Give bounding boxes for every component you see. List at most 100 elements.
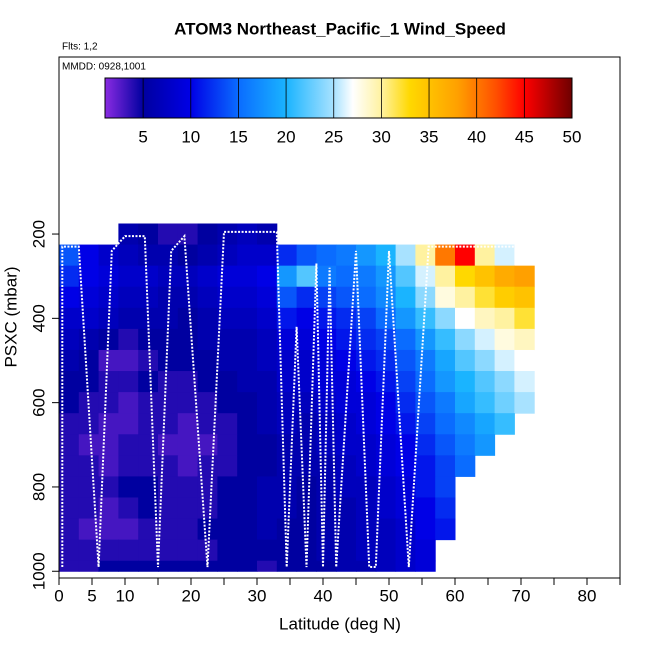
cell	[494, 392, 515, 414]
cell	[177, 371, 199, 393]
cell	[276, 371, 298, 393]
cell	[316, 244, 337, 267]
cell	[395, 328, 416, 351]
cell	[59, 265, 80, 288]
cell	[435, 455, 456, 477]
cell	[474, 286, 496, 309]
cell	[316, 307, 337, 330]
cell	[257, 307, 278, 330]
colorbar-tick-label: 20	[277, 127, 296, 146]
cell	[435, 265, 456, 288]
cell	[177, 434, 199, 456]
cell	[78, 392, 100, 414]
cell	[158, 371, 179, 393]
cell	[395, 244, 416, 267]
cell	[435, 476, 456, 498]
cell	[395, 392, 416, 414]
cell	[59, 392, 80, 414]
cell	[296, 434, 317, 456]
cell	[158, 497, 179, 520]
cell	[474, 434, 496, 456]
cell	[336, 328, 357, 351]
x-tick-label: 30	[248, 586, 267, 605]
cell	[197, 244, 218, 267]
cell	[296, 371, 317, 393]
cell	[59, 560, 80, 572]
cell	[158, 286, 179, 309]
cell	[356, 497, 377, 520]
cell	[158, 349, 179, 372]
cell	[59, 497, 80, 520]
cell	[415, 455, 436, 477]
cell	[375, 413, 397, 435]
cell	[118, 328, 139, 351]
cell	[197, 518, 218, 541]
cell	[59, 539, 80, 562]
cell	[316, 286, 337, 309]
cell	[138, 349, 159, 372]
cell	[375, 560, 397, 572]
cell	[296, 476, 317, 498]
colorbar-tick-label: 10	[181, 127, 200, 146]
cell	[118, 434, 139, 456]
cell	[257, 539, 278, 562]
cell	[257, 434, 278, 456]
cell	[78, 539, 100, 562]
cell	[336, 307, 357, 330]
cell	[78, 455, 100, 477]
cell	[257, 349, 278, 372]
cell	[78, 476, 100, 498]
cell	[356, 286, 377, 309]
cell	[375, 244, 397, 267]
cell	[276, 455, 298, 477]
cell	[395, 307, 416, 330]
cell	[276, 265, 298, 288]
y-tick-label: 600	[29, 388, 48, 416]
cell	[98, 307, 119, 330]
cell	[158, 518, 179, 541]
cell	[78, 371, 100, 393]
cell	[217, 518, 238, 541]
cell	[336, 413, 357, 435]
cell	[395, 349, 416, 372]
cell	[474, 244, 496, 267]
cell	[296, 392, 317, 414]
cell	[435, 497, 456, 520]
cell	[217, 265, 238, 288]
cell	[316, 413, 337, 435]
cell	[177, 392, 199, 414]
cell	[395, 560, 416, 572]
cell	[177, 223, 199, 246]
cell	[237, 476, 258, 498]
cell	[514, 349, 535, 372]
cell	[395, 434, 416, 456]
cell	[375, 539, 397, 562]
cell	[138, 518, 159, 541]
x-tick-label: 0	[54, 586, 63, 605]
cell	[336, 244, 357, 267]
x-axis-label: Latitude (deg N)	[279, 614, 401, 633]
cell	[435, 371, 456, 393]
cell	[375, 371, 397, 393]
cell	[296, 328, 317, 351]
cell	[98, 539, 119, 562]
cell	[118, 413, 139, 435]
cell	[415, 328, 436, 351]
cell	[177, 560, 199, 572]
cell	[158, 476, 179, 498]
cell	[138, 413, 159, 435]
cell	[395, 286, 416, 309]
chart-title: ATOM3 Northeast_Pacific_1 Wind_Speed	[174, 19, 506, 38]
cell	[257, 560, 278, 572]
cell	[514, 286, 535, 309]
cell	[336, 476, 357, 498]
cell	[435, 392, 456, 414]
cell	[356, 455, 377, 477]
cell	[237, 455, 258, 477]
cell	[316, 539, 337, 562]
cell	[177, 476, 199, 498]
cell	[435, 434, 456, 456]
cell	[78, 349, 100, 372]
cell	[177, 455, 199, 477]
cell	[455, 349, 476, 372]
